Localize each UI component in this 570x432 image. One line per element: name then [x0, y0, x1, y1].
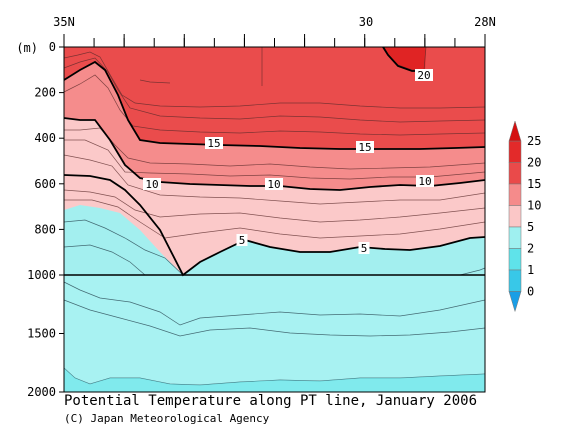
region-15-20 — [64, 47, 485, 149]
chart-credit: (C) Japan Meteorological Agency — [64, 412, 270, 425]
region-20-25 — [383, 47, 426, 71]
x-tick-label-30: 30 — [359, 15, 373, 29]
colorbar-swatch — [508, 140, 522, 163]
colorbar-top-arrow — [508, 120, 522, 142]
region-2-5 — [64, 205, 485, 275]
contour-label: 10 — [418, 175, 431, 188]
region-left-5-10 — [64, 118, 183, 275]
contour-label: 15 — [358, 141, 371, 154]
region-10-15 — [64, 62, 485, 190]
colorbar-swatch — [508, 248, 522, 271]
y-axis-unit-label: (m) — [16, 41, 38, 55]
top-axis — [63, 34, 486, 47]
region-5-10 — [64, 118, 485, 275]
contour-label: 20 — [417, 69, 430, 82]
contour-label-bg — [236, 234, 248, 246]
contour-labels: 20 15 15 10 10 10 5 5 — [143, 69, 434, 255]
contour-label-bg — [356, 141, 374, 153]
colorbar-level-label: 10 — [527, 199, 541, 213]
y-tick-label: 1500 — [27, 327, 56, 341]
contour-label-bg — [143, 178, 161, 190]
colorbar-swatch — [508, 183, 522, 206]
contour-label-bg — [415, 69, 433, 81]
colorbar-bottom-arrow — [508, 291, 522, 313]
colorbar-level-label: 0 — [527, 285, 534, 299]
y-tick-label: 400 — [34, 131, 56, 145]
region-0-1-bottom — [64, 368, 485, 392]
colorbar-level-label: 2 — [527, 242, 534, 256]
contour-label: 5 — [239, 234, 246, 247]
contour-label: 10 — [267, 178, 280, 191]
colorbar-level-label: 15 — [527, 177, 541, 191]
colorbar-swatch — [508, 205, 522, 228]
colorbar-level-label: 1 — [527, 263, 534, 277]
contour-label-bg — [265, 178, 283, 190]
colorbar-swatch — [508, 226, 522, 249]
y-tick-label: 800 — [34, 222, 56, 236]
contour-label-bg — [205, 137, 223, 149]
chart-title: Potential Temperature along PT line, Jan… — [64, 393, 478, 409]
y-tick-label: 600 — [34, 177, 56, 191]
contour-label: 10 — [145, 178, 158, 191]
colorbar-level-label: 5 — [527, 220, 534, 234]
colorbar-level-label: 20 — [527, 156, 541, 170]
contour-label: 15 — [207, 137, 220, 150]
y-axis: 0 200 400 600 800 1000 1500 2000 — [27, 40, 64, 399]
y-tick-label: 2000 — [27, 385, 56, 399]
colorbar-swatch — [508, 162, 522, 185]
y-tick-label: 0 — [49, 40, 56, 54]
x-tick-label-35n: 35N — [53, 15, 75, 29]
y-tick-label: 1000 — [27, 268, 56, 282]
contour-label-bg — [358, 242, 370, 254]
colorbar-level-label: 25 — [527, 134, 541, 148]
contour-label: 5 — [361, 242, 368, 255]
contour-label-bg — [416, 175, 434, 187]
x-tick-label-28n: 28N — [474, 15, 496, 29]
y-tick-label: 200 — [34, 86, 56, 100]
colorbar-swatch — [508, 269, 522, 292]
thin-contours — [63, 46, 486, 239]
